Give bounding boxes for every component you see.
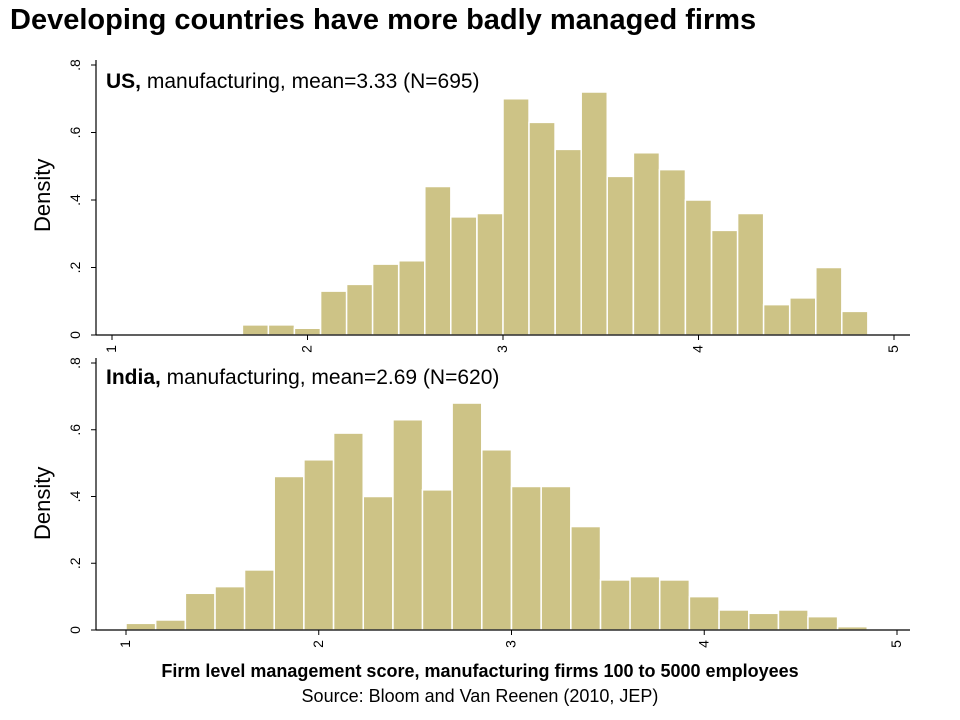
india-x-tick-label: 2 — [310, 640, 326, 648]
us-panel-label: US, manufacturing, mean=3.33 (N=695) — [106, 70, 480, 93]
us-bar — [789, 297, 817, 336]
us-y-tick-label: .6 — [67, 126, 83, 138]
us-bar — [502, 98, 530, 336]
india-bar — [688, 595, 720, 631]
us-bar — [528, 121, 556, 336]
india-panel-label-bold: India, — [106, 366, 161, 389]
india-x-tick-label: 3 — [503, 640, 519, 648]
us-bar — [476, 212, 504, 336]
us-panel-label-bold: US, — [106, 70, 141, 93]
us-y-tick-label: 0 — [67, 331, 83, 339]
india-x-tick-label: 4 — [695, 640, 711, 648]
us-bar — [658, 168, 687, 336]
india-bar — [748, 612, 780, 631]
us-bar — [267, 324, 296, 336]
india-bar — [718, 609, 750, 631]
india-bar — [570, 525, 602, 631]
india-y-tick-label: 0 — [67, 626, 83, 634]
us-panel-label-text: manufacturing, mean=3.33 (N=695) — [141, 70, 480, 93]
india-bar — [777, 609, 809, 631]
india-bar — [421, 489, 453, 631]
india-bar — [332, 432, 364, 631]
india-bar — [540, 485, 572, 631]
us-x-tick-label: 4 — [690, 345, 706, 353]
india-bar — [451, 402, 483, 631]
us-bar — [450, 216, 478, 336]
us-bar — [710, 229, 739, 336]
us-bar — [736, 212, 765, 336]
us-bar — [424, 185, 452, 336]
source-note: Source: Bloom and Van Reenen (2010, JEP) — [301, 686, 659, 706]
india-x-tick-label: 5 — [888, 640, 904, 648]
india-bar — [214, 585, 246, 631]
us-bar — [841, 310, 869, 336]
us-y-tick-label: .4 — [67, 194, 83, 206]
us-x-tick-label: 5 — [885, 345, 901, 353]
us-bar — [398, 260, 426, 336]
us-x-tick-label: 1 — [103, 345, 119, 353]
us-bar — [632, 152, 661, 336]
india-y-tick-label: .2 — [67, 557, 83, 569]
india-bar — [510, 485, 542, 631]
us-bar — [241, 324, 270, 336]
india-bar — [303, 459, 335, 631]
india-x-tick-label: 1 — [117, 640, 133, 648]
india-bar — [658, 579, 691, 631]
india-bar — [154, 619, 187, 631]
india-bar — [184, 592, 216, 631]
us-y-tick-label: .8 — [67, 59, 83, 71]
india-bar — [599, 579, 631, 631]
chart-title: Developing countries have more badly man… — [10, 4, 757, 36]
us-bar — [293, 327, 322, 336]
india-y-tick-label: .4 — [67, 490, 83, 502]
india-bar — [362, 495, 394, 631]
india-bar — [273, 475, 305, 631]
india-bar — [481, 449, 513, 631]
india-panel-label-text: manufacturing, mean=2.69 (N=620) — [161, 366, 500, 389]
india-bar — [629, 575, 661, 631]
us-bar — [371, 263, 400, 336]
us-bar — [762, 303, 791, 336]
us-bar — [815, 266, 843, 336]
india-bar — [243, 569, 275, 631]
us-bar — [554, 148, 583, 336]
india-y-tick-label: .6 — [67, 424, 83, 436]
india-bar — [392, 418, 424, 631]
us-bar — [319, 290, 348, 336]
india-y-tick-label: .8 — [67, 357, 83, 369]
india-panel-label: India, manufacturing, mean=2.69 (N=620) — [106, 366, 499, 389]
us-bar — [580, 91, 609, 336]
us-y-tick-label: .2 — [67, 261, 83, 273]
us-x-tick-label: 2 — [299, 345, 315, 353]
us-bar — [684, 199, 713, 336]
india-bar — [125, 622, 157, 631]
india-bar — [807, 615, 839, 631]
us-x-tick-label: 3 — [494, 345, 510, 353]
us-bar — [345, 283, 374, 336]
us-bar — [606, 175, 635, 336]
x-axis-label: Firm level management score, manufacturi… — [161, 661, 799, 681]
